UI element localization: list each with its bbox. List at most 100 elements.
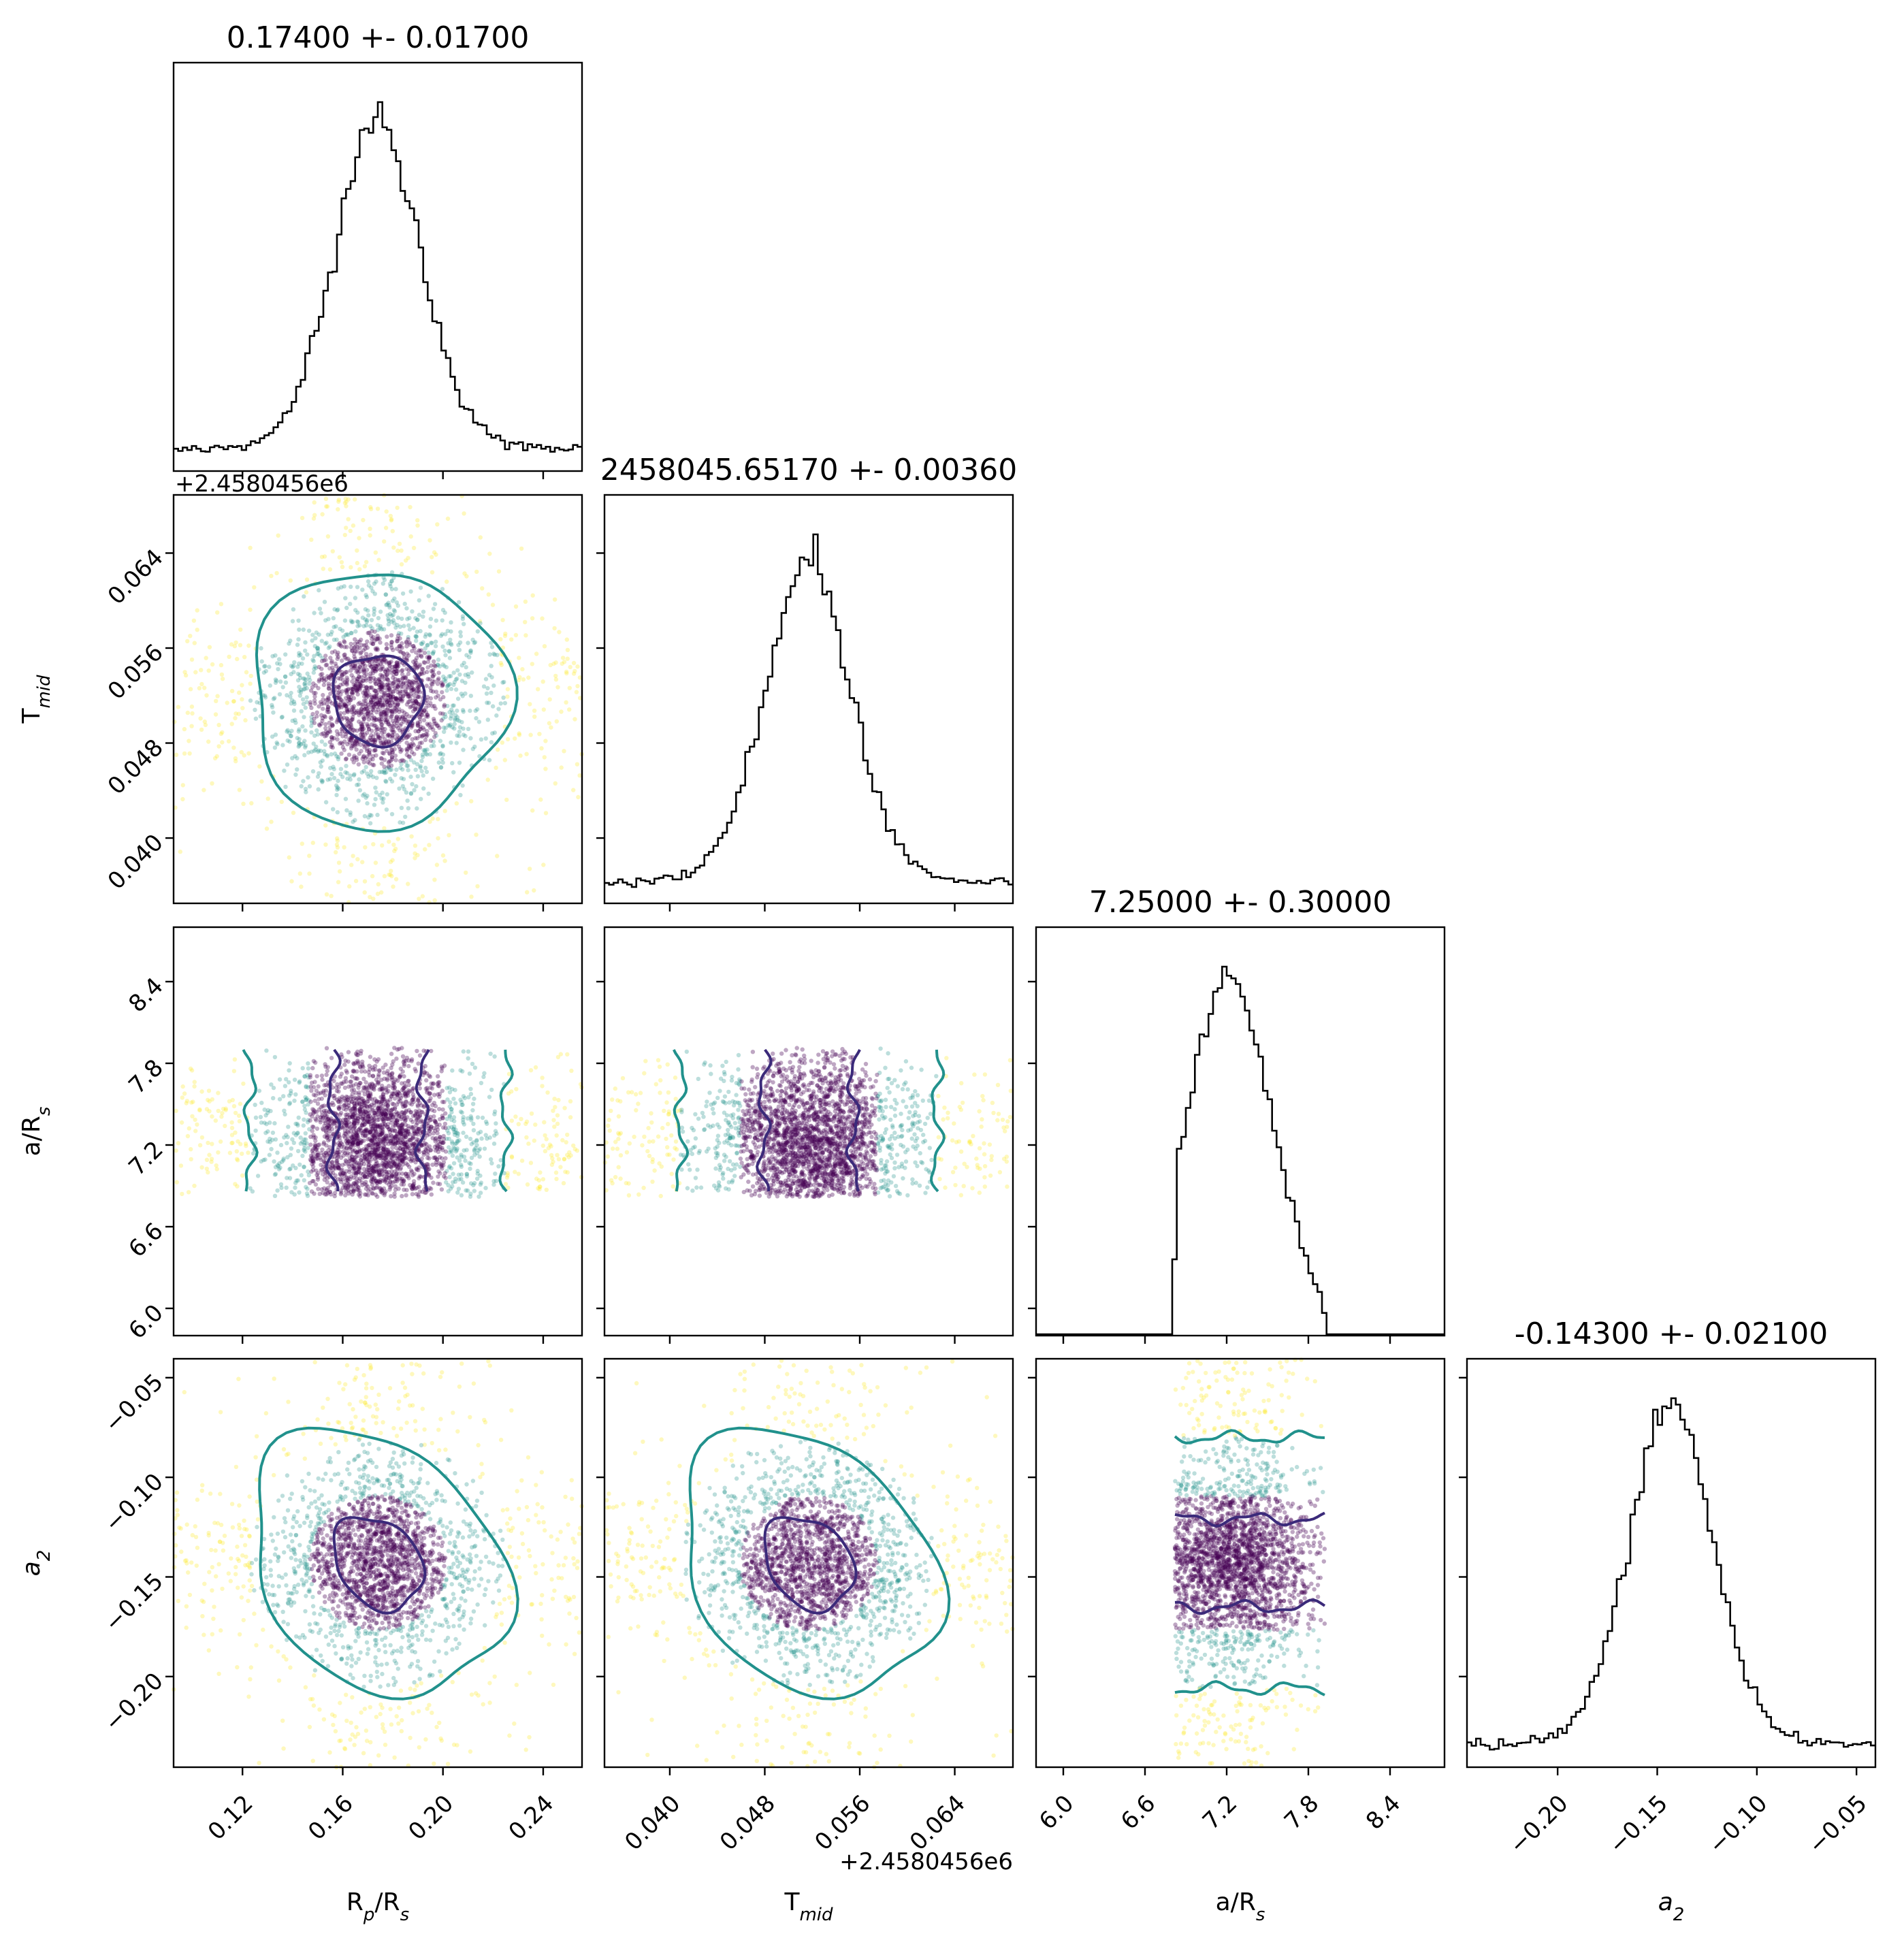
scatter-point [346, 1059, 351, 1064]
scatter-point [441, 1174, 447, 1179]
scatter-point [238, 643, 243, 647]
scatter-point [478, 1191, 483, 1195]
scatter-point [375, 891, 381, 897]
scatter-point [415, 1102, 420, 1108]
scatter-point [268, 1108, 273, 1114]
scatter-point [553, 673, 558, 679]
scatter-point [330, 549, 335, 553]
scatter-point [274, 740, 279, 745]
scatter-point [530, 808, 535, 813]
scatter-point [265, 796, 270, 801]
scatter-point [432, 1144, 437, 1150]
scatter-point [552, 597, 558, 602]
scatter-point [313, 1135, 318, 1140]
scatter-point [295, 1130, 300, 1135]
scatter-point [304, 695, 309, 700]
scatter-point [389, 811, 395, 817]
scatter-point [555, 1152, 560, 1158]
scatter-point [372, 612, 376, 617]
scatter-point [496, 707, 501, 711]
scatter-point [331, 807, 336, 811]
scatter-point [370, 722, 374, 727]
scatter-point [202, 686, 207, 690]
scatter-point [227, 654, 231, 659]
scatter-point [237, 788, 242, 792]
scatter-point [440, 1107, 445, 1112]
scatter-point [432, 1155, 436, 1161]
scatter-point [514, 1086, 519, 1092]
scatter-point [240, 706, 245, 711]
scatter-point [296, 744, 301, 749]
scatter-point [319, 639, 324, 643]
scatter-point [394, 767, 399, 772]
scatter-point [360, 793, 366, 798]
scatter-point [230, 1140, 235, 1146]
scatter-point [468, 648, 473, 653]
scatter-point [411, 626, 416, 630]
scatter-point [423, 1086, 428, 1091]
scatter-point [399, 805, 404, 811]
scatter-point [490, 731, 495, 736]
scatter-point [408, 791, 414, 796]
scatter-point [285, 762, 290, 767]
scatter-point [288, 578, 293, 583]
scatter-point [344, 756, 349, 761]
scatter-point [445, 579, 449, 584]
scatter-point [489, 1087, 494, 1093]
scatter-point [551, 661, 556, 666]
scatter-point [259, 659, 264, 664]
scatter-point [421, 786, 426, 791]
scatter-point [492, 1133, 497, 1138]
scatter-point [519, 1158, 525, 1163]
scatter-point [317, 1142, 322, 1147]
scatter-point [553, 1105, 558, 1110]
scatter-point [292, 1098, 297, 1103]
scatter-point [551, 1108, 555, 1113]
scatter-point [433, 643, 438, 649]
scatter-point [426, 791, 431, 796]
scatter-point [231, 1103, 237, 1109]
scatter-point [523, 633, 528, 638]
scatter-point [375, 1080, 381, 1084]
scatter-point [489, 690, 494, 695]
scatter-point [419, 758, 424, 764]
scatter-point [560, 1138, 565, 1143]
scatter-point [220, 730, 225, 735]
scatter-point [464, 870, 468, 875]
scatter-point [231, 698, 236, 704]
scatter-point [495, 653, 500, 658]
scatter-point [189, 1068, 195, 1073]
scatter-point [440, 853, 446, 858]
scatter-point [447, 1104, 452, 1109]
scatter-point [335, 1158, 340, 1163]
scatter-point [366, 613, 371, 618]
scatter-point [430, 776, 436, 781]
scatter-point [421, 614, 425, 619]
scatter-point [571, 1143, 576, 1148]
scatter-point [273, 1137, 278, 1142]
scatter-point [368, 813, 372, 818]
scatter-point [565, 1052, 570, 1057]
scatter-point [336, 754, 341, 760]
scatter-point [607, 1117, 611, 1123]
scatter-point [458, 792, 463, 798]
scatter-point [185, 710, 190, 715]
scatter-point [539, 746, 544, 751]
scatter-point [237, 690, 242, 695]
scatter-point [541, 707, 546, 712]
scatter-point [493, 1172, 498, 1176]
scatter-point [323, 1088, 329, 1093]
scatter-point [312, 720, 317, 726]
scatter-point [192, 1084, 197, 1089]
scatter-point [477, 754, 482, 759]
scatter-point [457, 647, 462, 652]
scatter-point [404, 763, 409, 769]
scatter-point [400, 1087, 405, 1093]
scatter-point [216, 722, 221, 728]
scatter-point [308, 1118, 312, 1123]
scatter-point [272, 745, 278, 750]
scatter-point [504, 1175, 510, 1180]
scatter-point [356, 671, 361, 675]
scatter-point [189, 1147, 193, 1152]
